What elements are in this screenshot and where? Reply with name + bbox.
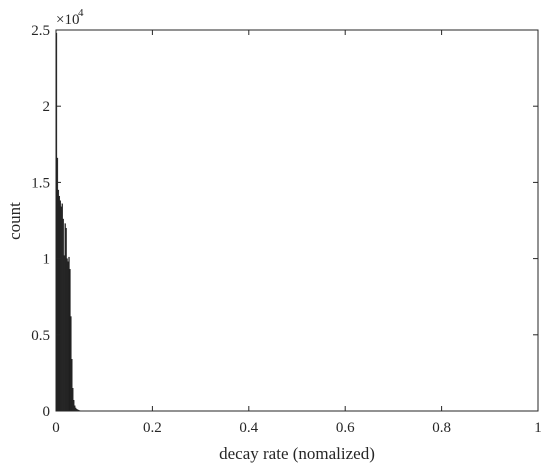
x-tick-label: 1 [534, 420, 542, 436]
histogram-bars [55, 32, 83, 412]
y-exponent-power: 4 [78, 7, 84, 19]
y-exponent-base: ×10 [56, 12, 79, 28]
y-tick-label: 0.5 [31, 328, 50, 344]
y-tick-label: 2.5 [31, 23, 50, 39]
y-tick-label: 2 [43, 99, 51, 115]
y-axis-ticks: 0 0.5 1 1.5 2 2.5 [31, 23, 538, 420]
x-tick-label: 0.8 [432, 420, 451, 436]
y-exponent-label: ×10 4 [56, 7, 84, 28]
y-tick-label: 0 [43, 404, 51, 420]
x-tick-label: 0.4 [239, 420, 258, 436]
x-tick-label: 0 [52, 420, 60, 436]
axes-box [55, 29, 539, 412]
x-tick-label: 0.2 [143, 420, 162, 436]
plot-area [56, 30, 538, 411]
y-axis-label: count [5, 202, 24, 240]
x-axis-ticks: 0 0.2 0.4 0.6 0.8 1 [52, 30, 542, 436]
y-tick-label: 1.5 [31, 175, 50, 191]
y-tick-label: 1 [43, 252, 51, 268]
x-tick-label: 0.6 [336, 420, 355, 436]
x-axis-label: decay rate (nomalized) [219, 444, 375, 463]
